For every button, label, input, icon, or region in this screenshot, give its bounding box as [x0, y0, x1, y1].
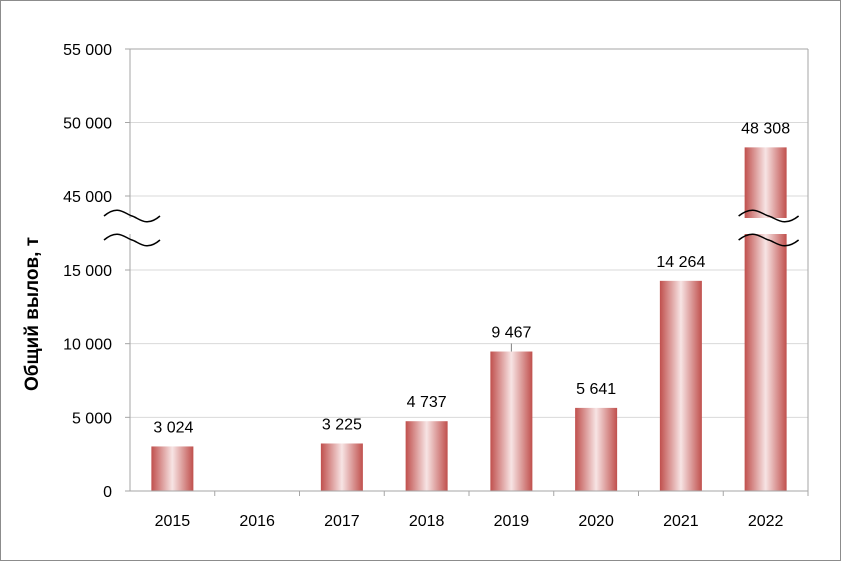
- bar: [744, 147, 787, 491]
- data-labels: 3 024 3 225 4 737 9 467 5 641 14 264 48 308: [153, 120, 790, 436]
- data-label: 14 264: [656, 254, 705, 271]
- y-tick-label: 15 000: [63, 263, 112, 280]
- bar: [405, 421, 448, 491]
- y-tick-label: 45 000: [63, 189, 112, 206]
- bar: [659, 280, 702, 491]
- axes: [125, 48, 809, 496]
- y-tick-label: 5 000: [72, 410, 112, 427]
- x-tick-label: 2016: [239, 513, 275, 530]
- bars: [151, 147, 787, 491]
- y-axis-label: Общий вылов, т: [22, 237, 43, 391]
- y-tick-label: 50 000: [63, 116, 112, 133]
- axis-break-right: [738, 209, 800, 247]
- y-tick-labels: 0 5 000 10 000 15 000 45 000 50 000 55 000: [63, 42, 112, 501]
- x-tick-label: 2021: [663, 513, 699, 530]
- data-label: 4 737: [407, 394, 447, 411]
- x-tick-label: 2017: [324, 513, 360, 530]
- data-label: 3 225: [322, 416, 362, 433]
- x-tick-label: 2022: [748, 513, 784, 530]
- y-tick-label: 10 000: [63, 337, 112, 354]
- data-label: 5 641: [576, 381, 616, 398]
- y-tick-label: 55 000: [63, 42, 112, 59]
- data-label: 3 024: [153, 419, 193, 436]
- bar: [151, 446, 194, 491]
- x-tick-label: 2015: [155, 513, 191, 530]
- bar: [320, 443, 363, 491]
- gridlines: [130, 48, 808, 418]
- bar: [490, 351, 533, 491]
- data-label: 48 308: [741, 120, 790, 137]
- x-tick-label: 2019: [494, 513, 530, 530]
- x-tick-label: 2020: [578, 513, 614, 530]
- bar: [575, 407, 618, 491]
- axis-break-left: [103, 209, 161, 247]
- y-tick-label: 0: [103, 484, 112, 501]
- data-label: 9 467: [491, 325, 531, 342]
- x-tick-labels: 2015 2016 2017 2018 2019 2020 2021 2022: [155, 513, 784, 530]
- x-tick-label: 2018: [409, 513, 445, 530]
- axis-break-marks: [103, 209, 800, 247]
